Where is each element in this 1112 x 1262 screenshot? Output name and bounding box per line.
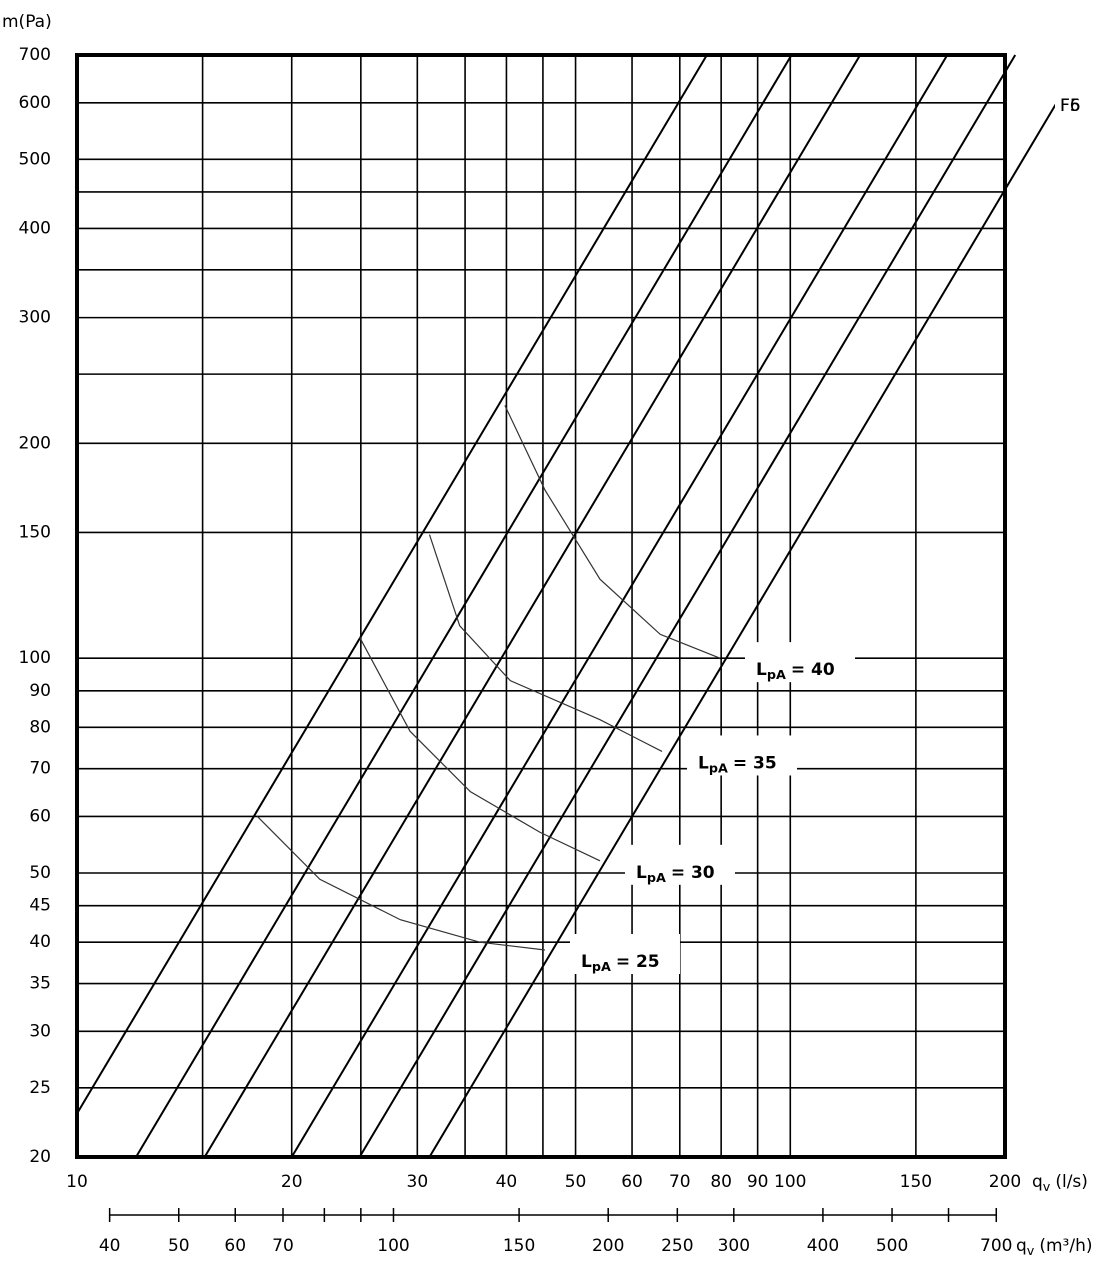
lpa-label-symbol: L bbox=[581, 952, 592, 972]
x2-tick-label: 500 bbox=[876, 1236, 908, 1256]
x2-tick-label: 150 bbox=[503, 1236, 535, 1256]
label-box bbox=[569, 934, 680, 975]
lpa-label: LpA = 40 bbox=[756, 660, 835, 683]
x-tick-label: 50 bbox=[565, 1172, 587, 1192]
x2-axis-label: qv (m³/h) bbox=[1016, 1236, 1093, 1259]
x-tick-label: 150 bbox=[900, 1172, 932, 1192]
x2-tick-label: 200 bbox=[592, 1236, 624, 1256]
x-tick-label: 40 bbox=[496, 1172, 518, 1192]
series-line bbox=[290, 54, 949, 1157]
y-tick-label: 40 bbox=[29, 932, 51, 952]
x-tick-label: 10 bbox=[66, 1172, 88, 1192]
series-line bbox=[135, 54, 793, 1157]
y-tick-label: 20 bbox=[29, 1147, 51, 1167]
x2-axis-label-subscript: v bbox=[1027, 1244, 1035, 1259]
x-tick-label: 20 bbox=[281, 1172, 303, 1192]
x2-axis-label-text: (m³/h) bbox=[1039, 1236, 1092, 1256]
y-tick-label: 25 bbox=[29, 1078, 51, 1098]
y-tick-label: 50 bbox=[29, 863, 51, 883]
series-label: F6 bbox=[1060, 96, 1081, 116]
x2-tick-label: 70 bbox=[272, 1236, 294, 1256]
lpa-label-subscript: pA bbox=[592, 960, 611, 975]
x2-tick-label: 300 bbox=[718, 1236, 750, 1256]
x-tick-label: 200 bbox=[989, 1172, 1021, 1192]
lpa-label-text: = 40 bbox=[791, 660, 835, 680]
series-label: F5 bbox=[1060, 96, 1081, 116]
lpa-label-text: = 30 bbox=[671, 863, 715, 883]
lpa-label-symbol: L bbox=[756, 660, 767, 680]
series-line bbox=[77, 54, 708, 1157]
y-tick-label: 70 bbox=[29, 759, 51, 779]
x-axis-label: qv (l/s) bbox=[1032, 1172, 1088, 1195]
x-tick-label: 30 bbox=[407, 1172, 429, 1192]
x2-tick-label: 60 bbox=[224, 1236, 246, 1256]
plot-frame bbox=[75, 53, 1007, 1159]
label-box bbox=[687, 735, 798, 776]
y-tick-label: 30 bbox=[29, 1021, 51, 1041]
y-tick-label: 400 bbox=[19, 218, 51, 238]
y-tick-label: 80 bbox=[29, 717, 51, 737]
label-box bbox=[744, 642, 855, 683]
lpa-label-symbol: L bbox=[636, 863, 647, 883]
series-group bbox=[77, 54, 1062, 1157]
x-axis-label-symbol: q bbox=[1032, 1172, 1043, 1192]
y-tick-label: 35 bbox=[29, 974, 51, 994]
x2-tick-label: 700 bbox=[980, 1236, 1012, 1256]
x2-axis-label-symbol: q bbox=[1016, 1236, 1027, 1256]
y-tick-label: 45 bbox=[29, 896, 51, 916]
y-tick-label: 60 bbox=[29, 806, 51, 826]
lpa-label-subscript: pA bbox=[647, 870, 666, 885]
lpa-label-symbol: L bbox=[698, 753, 709, 773]
y-tick-label: 100 bbox=[19, 648, 51, 668]
lpa-label: LpA = 30 bbox=[636, 863, 715, 886]
x-axis-label-subscript: v bbox=[1043, 1180, 1051, 1195]
x-tick-label: 90 bbox=[747, 1172, 769, 1192]
lpa-label-text: = 35 bbox=[733, 753, 777, 773]
y-tick-label: 600 bbox=[19, 93, 51, 113]
series-line bbox=[203, 54, 862, 1157]
y-tick-label: 700 bbox=[19, 45, 51, 65]
y-tick-label: 200 bbox=[19, 433, 51, 453]
label-box bbox=[624, 844, 735, 885]
lpa-label-subscript: pA bbox=[767, 668, 786, 683]
lpa-label: LpA = 35 bbox=[698, 753, 777, 776]
y-tick-label: 300 bbox=[19, 308, 51, 328]
x-axis-label-text: (l/s) bbox=[1055, 1172, 1088, 1192]
x-tick-label: 100 bbox=[774, 1172, 806, 1192]
lpa-curve bbox=[256, 816, 546, 951]
x2-tick-label: 50 bbox=[168, 1236, 190, 1256]
x2-tick-label: 40 bbox=[99, 1236, 121, 1256]
y-tick-label: 150 bbox=[19, 522, 51, 542]
lpa-curve bbox=[504, 405, 721, 659]
x2-tick-label: 250 bbox=[661, 1236, 693, 1256]
x2-tick-label: 100 bbox=[377, 1236, 409, 1256]
lpa-label: LpA = 25 bbox=[581, 952, 660, 975]
lpa-curve bbox=[359, 636, 601, 862]
x-tick-label: 70 bbox=[669, 1172, 691, 1192]
y-tick-label: 90 bbox=[29, 681, 51, 701]
x2-tick-label: 400 bbox=[807, 1236, 839, 1256]
lpa-label-text: = 25 bbox=[616, 952, 660, 972]
y-axis-label: m(Pa) bbox=[2, 12, 52, 32]
series-line bbox=[428, 54, 1062, 1157]
x-tick-label: 60 bbox=[621, 1172, 643, 1192]
series-line bbox=[358, 54, 1017, 1157]
x-tick-label: 80 bbox=[710, 1172, 732, 1192]
lpa-curve bbox=[428, 534, 663, 753]
y-tick-label: 500 bbox=[19, 149, 51, 169]
lpa-label-subscript: pA bbox=[709, 761, 728, 776]
